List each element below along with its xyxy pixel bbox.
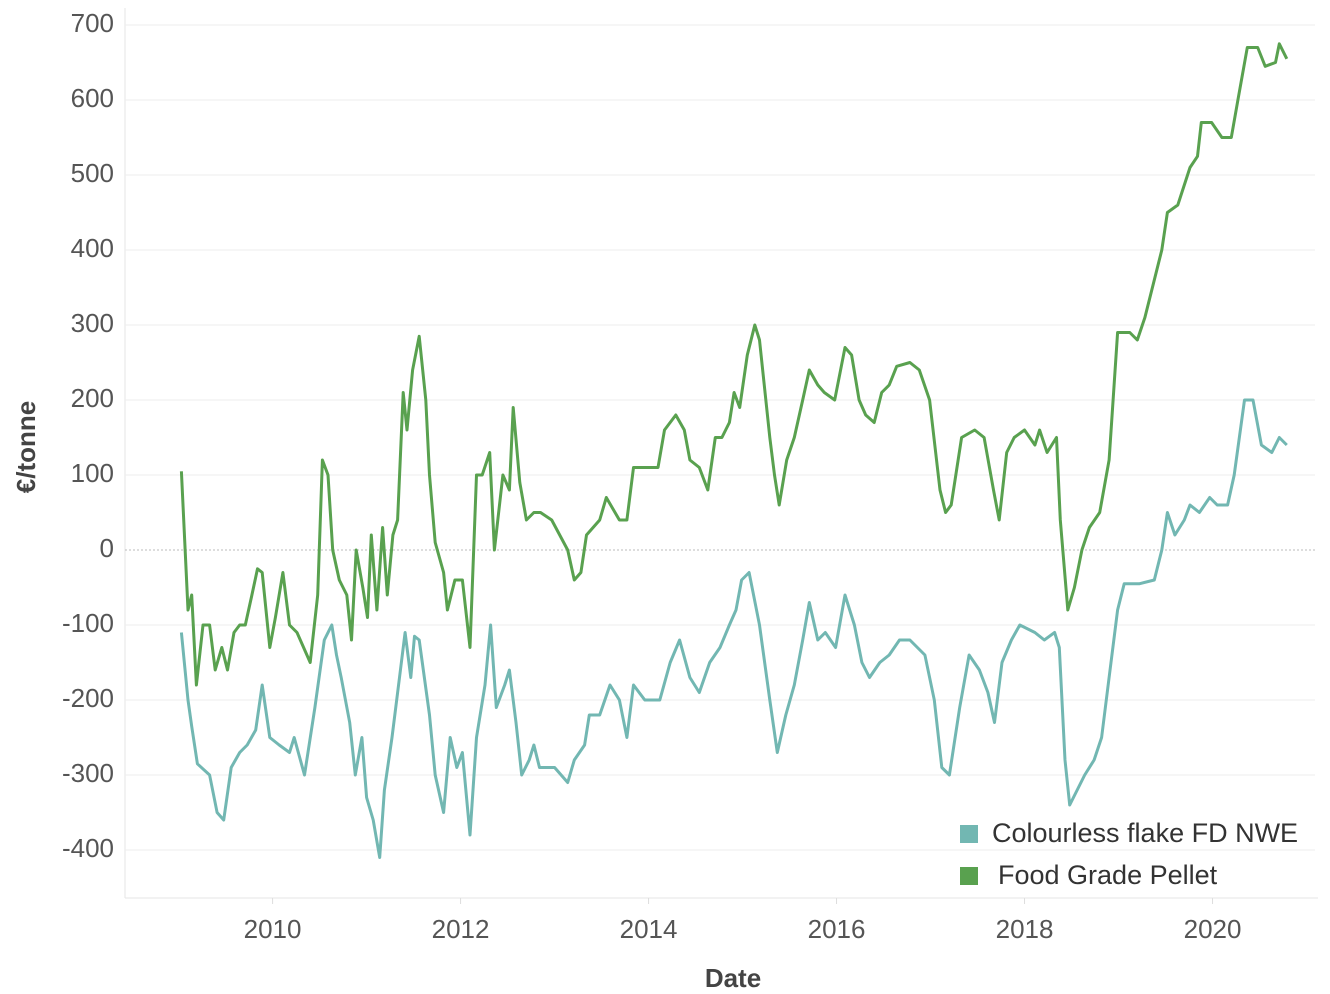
y-tick-label: 100 bbox=[71, 458, 114, 488]
legend-swatch bbox=[960, 867, 978, 885]
y-tick-label: 0 bbox=[100, 533, 114, 563]
x-axis-title: Date bbox=[705, 963, 761, 993]
y-tick-label: -200 bbox=[62, 683, 114, 713]
y-tick-label: 700 bbox=[71, 8, 114, 38]
y-axis-title: €/tonne bbox=[11, 401, 41, 493]
legend-label: Food Grade Pellet bbox=[998, 860, 1218, 890]
x-tick-label: 2010 bbox=[244, 914, 302, 944]
line-series bbox=[179, 42, 1289, 687]
y-tick-label: 500 bbox=[71, 158, 114, 188]
y-tick-label: 200 bbox=[71, 383, 114, 413]
x-tick-label: 2020 bbox=[1184, 914, 1242, 944]
line-series bbox=[179, 398, 1288, 859]
x-tick-label: 2018 bbox=[996, 914, 1054, 944]
legend-swatch bbox=[960, 825, 978, 843]
x-tick-label: 2012 bbox=[432, 914, 490, 944]
x-tick-label: 2014 bbox=[620, 914, 678, 944]
y-tick-label: -300 bbox=[62, 758, 114, 788]
y-tick-label: -400 bbox=[62, 833, 114, 863]
y-tick-label: 600 bbox=[71, 83, 114, 113]
legend-label: Colourless flake FD NWE bbox=[992, 818, 1298, 848]
y-tick-label: 300 bbox=[71, 308, 114, 338]
y-tick-label: -100 bbox=[62, 608, 114, 638]
y-tick-label: 400 bbox=[71, 233, 114, 263]
x-tick-label: 2016 bbox=[808, 914, 866, 944]
